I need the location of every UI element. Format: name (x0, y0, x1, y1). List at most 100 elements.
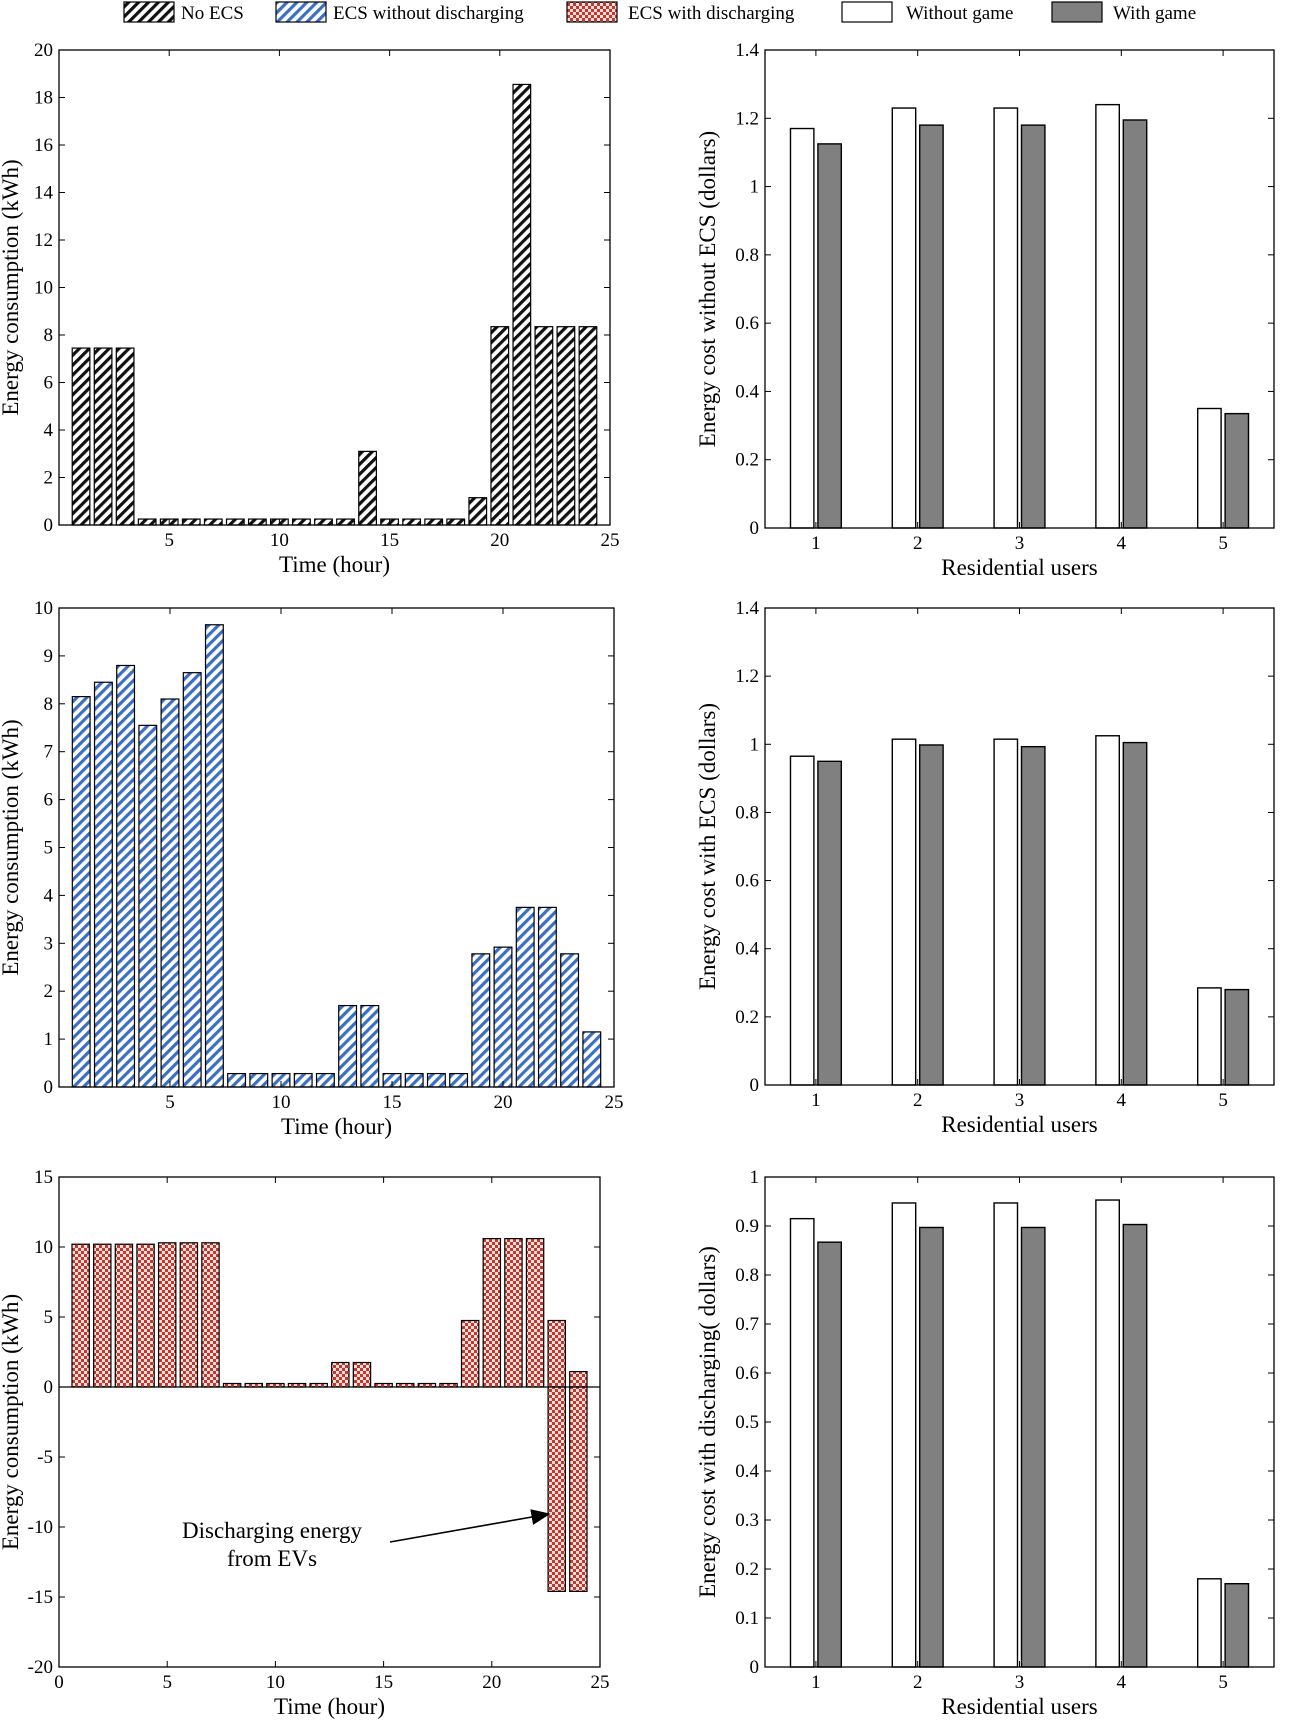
bar-hour-6 (182, 672, 202, 1088)
bar-without-game-user-1 (789, 127, 815, 529)
chart-no-ecs-consumption: 0 2 4 6 8 10 12 14 16 18 20 5 10 15 20 25 Time (hour) Ene… (0, 40, 620, 577)
annotation-line-1: Discharging energy (182, 1518, 362, 1543)
x-axis-label: Time (hour) (279, 552, 390, 577)
discharge-bar-hour-23 (547, 1386, 566, 1592)
bar-without-game-user-2 (891, 107, 917, 529)
bar-hour-11 (293, 1072, 313, 1088)
y-tick-label: 3 (44, 933, 54, 954)
x-tick-label: 25 (601, 530, 620, 551)
bar-hour-5 (160, 698, 180, 1088)
legend: No ECS ECS without discharging ECS with … (123, 1, 1196, 24)
y-tick-label: 6 (44, 790, 54, 811)
legend-swatch-ecs-without-discharging (275, 1, 327, 23)
y-tick-label: 2 (44, 468, 54, 489)
x-tick-label: 15 (374, 1672, 393, 1693)
x-tick-label: 5 (1218, 1672, 1228, 1693)
y-tick-label: 7 (44, 742, 54, 763)
y-tick-label: 20 (34, 40, 53, 61)
x-tick-label: 2 (913, 533, 923, 554)
bar-hour-2 (93, 1243, 112, 1388)
y-tick-label: 14 (34, 183, 54, 204)
x-tick-label: 4 (1117, 1672, 1127, 1693)
discharging-annotation: Discharging energy from EVs (182, 1509, 551, 1571)
y-tick-label: 0.4 (735, 939, 759, 960)
bar-hour-23 (547, 1319, 566, 1388)
bar-hour-3 (116, 664, 136, 1088)
y-tick-label: 16 (34, 135, 53, 156)
bar-without-game-user-2 (891, 1202, 917, 1668)
bar-hour-6 (179, 1242, 199, 1388)
x-tick-label: 5 (1218, 533, 1228, 554)
y-tick-label: 0.2 (735, 1559, 759, 1580)
bar-hour-20 (493, 946, 513, 1088)
y-tick-label: 1 (44, 1029, 54, 1050)
bar-hour-22 (534, 326, 554, 526)
x-tick-label: 20 (482, 1672, 501, 1693)
bar-hour-22 (537, 906, 557, 1088)
y-axis-label: Energy cost with discharging( dollars) (695, 1246, 720, 1598)
bar-hour-19 (471, 953, 491, 1088)
bar-without-game-user-4 (1095, 735, 1120, 1086)
chart-ecs-with-discharging-consumption: -20 -15 -10 -5 0 5 10 15 0 5 10 15 20 25 Time (hour) En… (0, 1167, 610, 1719)
chart-cost-without-ecs: 0 0.2 0.4 0.6 0.8 1 1.2 1.4 1 2 3 4 5 Residential use… (695, 40, 1275, 580)
bar-hour-4 (138, 724, 158, 1088)
x-tick-label: 25 (591, 1672, 610, 1693)
y-tick-label: 0.6 (735, 1363, 759, 1384)
bar-hour-21 (512, 83, 532, 526)
y-tick-label: 6 (44, 373, 54, 394)
y-tick-label: 2 (44, 981, 54, 1002)
bar-hour-23 (556, 326, 576, 526)
bar-without-game-user-3 (993, 738, 1019, 1086)
bar-with-game-user-3 (1020, 1226, 1046, 1668)
bar-with-game-user-3 (1020, 124, 1046, 529)
y-tick-label: 10 (34, 278, 53, 299)
x-tick-label: 10 (272, 1092, 291, 1113)
y-tick-label: 1 (750, 734, 760, 755)
x-axis-label: Residential users (941, 1694, 1098, 1719)
bar-hour-5 (157, 1242, 177, 1388)
bar-hour-1 (71, 347, 91, 526)
y-tick-label: 1.2 (735, 108, 759, 129)
annotation-arrow (389, 1509, 551, 1543)
legend-swatch-no-ecs (123, 1, 175, 23)
y-tick-label: 1.2 (735, 666, 759, 687)
y-tick-label: 5 (44, 838, 54, 859)
x-tick-label: 15 (380, 530, 399, 551)
y-tick-label: 4 (44, 885, 54, 906)
legend-swatch-without-game (841, 1, 893, 23)
bar-hour-22 (525, 1237, 545, 1388)
x-tick-label: 0 (54, 1672, 64, 1693)
annotation-line-2: from EVs (227, 1546, 317, 1571)
y-tick-label: 0.2 (735, 1007, 759, 1028)
y-tick-label: 0.8 (735, 245, 759, 266)
y-tick-label: 0 (44, 1377, 54, 1398)
bar-hour-23 (560, 953, 580, 1088)
bar-with-game-user-1 (817, 1241, 843, 1668)
bar-without-game-user-4 (1095, 103, 1120, 529)
x-tick-label: 10 (270, 530, 289, 551)
bar-hour-24 (578, 326, 598, 526)
chart-cost-with-discharging: 0 0.1 0.2 0.3 0.4 0.5 0.6 0.7 0.8 0.9 1 1 2 3 4 5 Reside… (695, 1167, 1275, 1719)
bar-with-game-user-5 (1224, 412, 1250, 529)
y-tick-label: 0.6 (735, 313, 759, 334)
bar-hour-18 (449, 1072, 469, 1088)
bar-hour-21 (504, 1237, 523, 1388)
bar-with-game-user-5 (1224, 988, 1250, 1086)
x-tick-label: 10 (266, 1672, 285, 1693)
bar-hour-14 (358, 450, 377, 526)
bar-hour-21 (515, 906, 535, 1088)
y-axis-label: Energy consumption (kWh) (0, 719, 23, 975)
x-axis-label: Time (hour) (274, 1694, 385, 1719)
bar-hour-1 (71, 696, 91, 1088)
bar-hour-9 (249, 1072, 269, 1088)
bar-hour-9 (247, 518, 267, 526)
y-axis-label: Energy consumption (kWh) (0, 1294, 23, 1550)
y-axis-label: Energy cost with ECS (dollars) (695, 703, 720, 990)
y-tick-label: 1 (750, 177, 760, 198)
bar-hour-7 (203, 518, 223, 526)
x-tick-label: 2 (913, 1090, 923, 1111)
x-tick-label: 5 (1218, 1090, 1228, 1111)
bar-without-game-user-5 (1196, 987, 1222, 1086)
x-tick-label: 3 (1015, 1672, 1025, 1693)
x-tick-label: 25 (605, 1092, 624, 1113)
